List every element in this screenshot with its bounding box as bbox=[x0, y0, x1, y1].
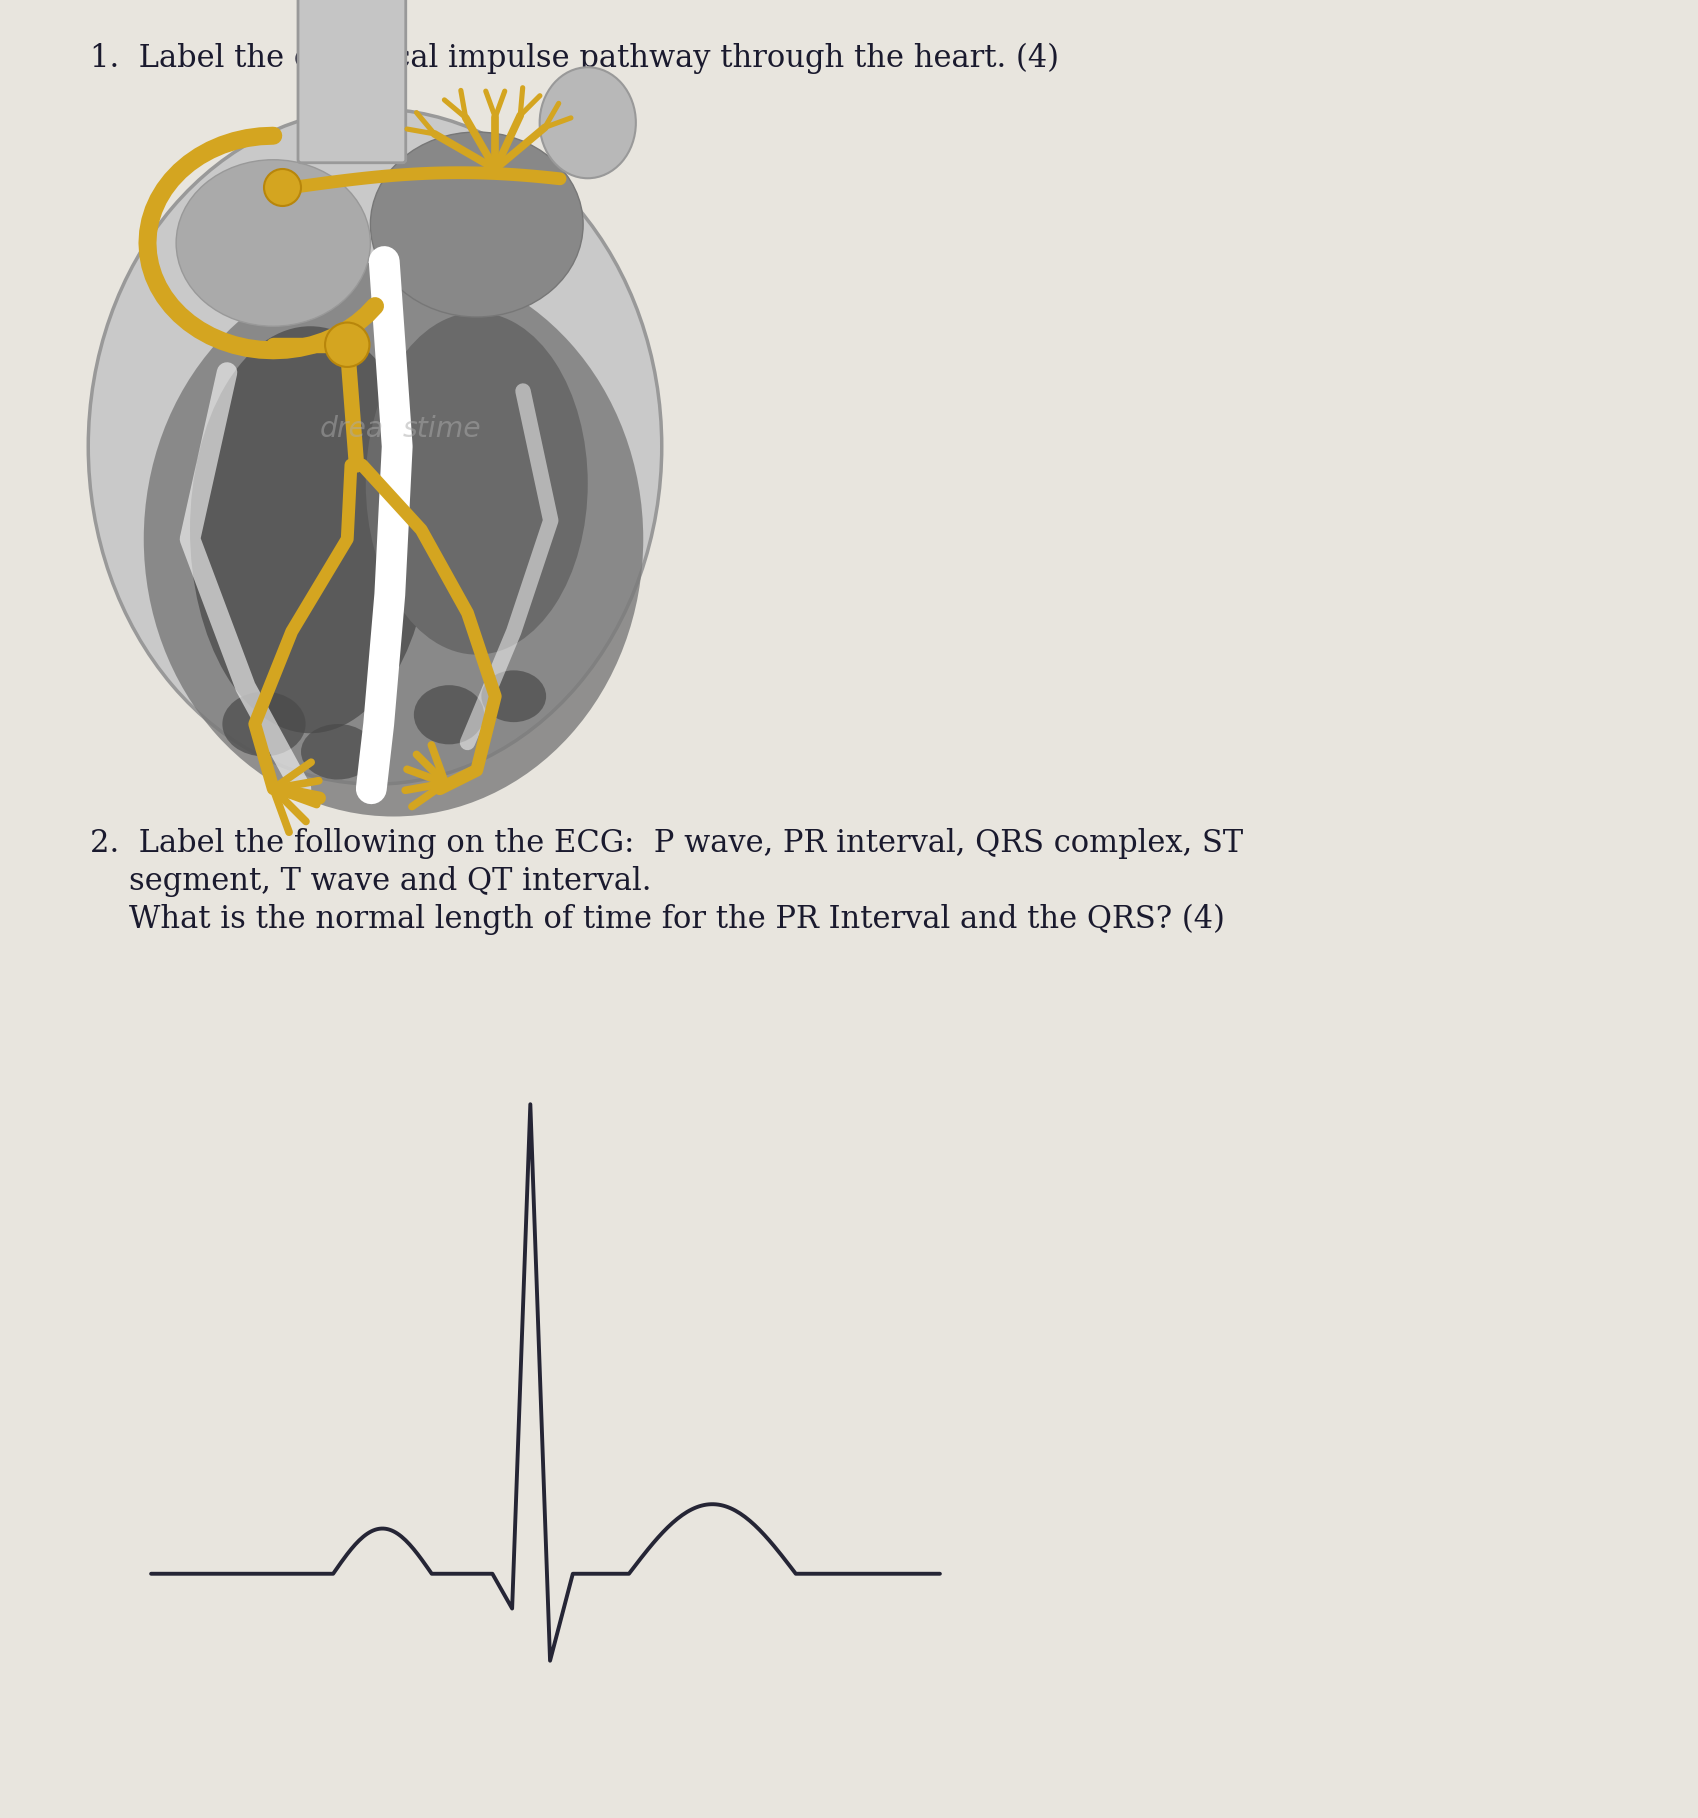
Ellipse shape bbox=[144, 262, 644, 816]
Ellipse shape bbox=[540, 67, 635, 178]
Text: drea: drea bbox=[319, 415, 384, 444]
Ellipse shape bbox=[222, 691, 306, 756]
Ellipse shape bbox=[365, 313, 588, 654]
Ellipse shape bbox=[190, 325, 430, 733]
Text: stime: stime bbox=[402, 415, 481, 444]
Ellipse shape bbox=[481, 671, 545, 722]
Text: What is the normal length of time for the PR Interval and the QRS? (4): What is the normal length of time for th… bbox=[90, 904, 1224, 934]
Circle shape bbox=[324, 322, 368, 367]
Ellipse shape bbox=[370, 133, 582, 316]
Ellipse shape bbox=[414, 685, 484, 744]
Text: 1.  Label the electrical impulse pathway through the heart. (4): 1. Label the electrical impulse pathway … bbox=[90, 44, 1058, 75]
Ellipse shape bbox=[301, 724, 375, 780]
Ellipse shape bbox=[88, 109, 661, 784]
Text: segment, T wave and QT interval.: segment, T wave and QT interval. bbox=[90, 865, 650, 896]
FancyBboxPatch shape bbox=[297, 0, 406, 164]
Circle shape bbox=[263, 169, 301, 205]
Ellipse shape bbox=[177, 160, 370, 325]
Text: 2.  Label the following on the ECG:  P wave, PR interval, QRS complex, ST: 2. Label the following on the ECG: P wav… bbox=[90, 827, 1243, 858]
